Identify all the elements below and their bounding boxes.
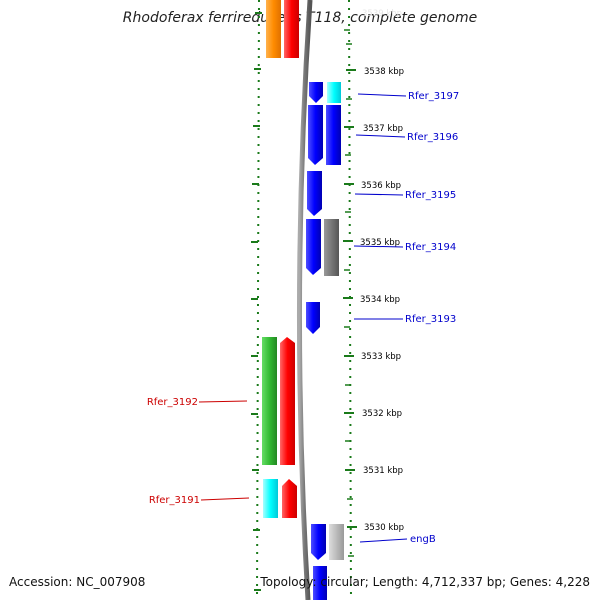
- gene-label-engb: engB: [410, 534, 436, 545]
- left-strand-genes: [262, 0, 299, 518]
- gene-bottom-blue: [313, 566, 327, 600]
- gene-label-rfer-3196: Rfer_3196: [407, 132, 458, 143]
- gene-rfer-3195-blue: [307, 171, 322, 216]
- scale-ticks: [343, 29, 357, 557]
- tick-label-3535: 3535 kbp: [360, 238, 400, 248]
- gene-orange-top: [266, 0, 281, 58]
- right-gene-labels: Rfer_3197 Rfer_3196 Rfer_3195 Rfer_3194 …: [405, 91, 459, 545]
- gene-rfer-3191-cyan: [263, 479, 278, 518]
- gene-red-top: [284, 0, 299, 58]
- gene-rfer-3194-blue: [306, 219, 321, 275]
- gene-rfer-3197-cyan: [327, 82, 341, 103]
- right-label-leaders: [353, 93, 408, 543]
- genome-backbone: [296, 0, 313, 600]
- gene-rfer-3196-blue: [308, 105, 323, 165]
- left-minor-ticks: [251, 12, 262, 591]
- gene-rfer-3191-red: [282, 479, 297, 518]
- gene-rfer-3192-red: [280, 337, 295, 465]
- gene-label-rfer-3197: Rfer_3197: [408, 91, 459, 102]
- gene-label-rfer-3194: Rfer_3194: [405, 242, 456, 253]
- outer-dotted-line-right: [348, 0, 352, 600]
- gene-engb-lightgray: [329, 524, 344, 560]
- gene-label-rfer-3191: Rfer_3191: [149, 495, 200, 506]
- gene-label-rfer-3193: Rfer_3193: [405, 314, 456, 325]
- gene-label-rfer-3195: Rfer_3195: [405, 190, 456, 201]
- tick-label-3531: 3531 kbp: [363, 466, 403, 476]
- tick-label-3538: 3538 kbp: [364, 67, 404, 77]
- gene-rfer-3193-blue: [306, 302, 320, 334]
- gene-rfer-3196-blue-b: [326, 105, 341, 165]
- tick-label-top-partial: 3539 kbp: [362, 9, 402, 19]
- tick-label-3532: 3532 kbp: [362, 409, 402, 419]
- left-gene-labels: Rfer_3192 Rfer_3191: [147, 397, 200, 506]
- gene-rfer-3194-gray: [324, 219, 339, 276]
- genome-summary: Topology: circular; Length: 4,712,337 bp…: [260, 575, 590, 589]
- tick-label-3536: 3536 kbp: [361, 181, 401, 191]
- gene-rfer-3197-blue: [309, 82, 323, 103]
- scale-tick-labels: 3539 kbp 3538 kbp 3537 kbp 3536 kbp 3535…: [360, 9, 404, 533]
- tick-label-3533: 3533 kbp: [361, 352, 401, 362]
- accession-label: Accession: NC_007908: [9, 575, 146, 589]
- gene-label-rfer-3192: Rfer_3192: [147, 397, 198, 408]
- right-strand-genes: [306, 82, 344, 600]
- tick-label-3537: 3537 kbp: [363, 124, 403, 134]
- tick-label-3530: 3530 kbp: [364, 523, 404, 533]
- gene-rfer-3192-green: [262, 337, 277, 465]
- tick-label-3534: 3534 kbp: [360, 295, 400, 305]
- left-label-leaders: [198, 400, 250, 501]
- map-title: Rhodoferax ferrireducens T118, complete …: [122, 10, 478, 26]
- gene-engb-blue: [311, 524, 326, 560]
